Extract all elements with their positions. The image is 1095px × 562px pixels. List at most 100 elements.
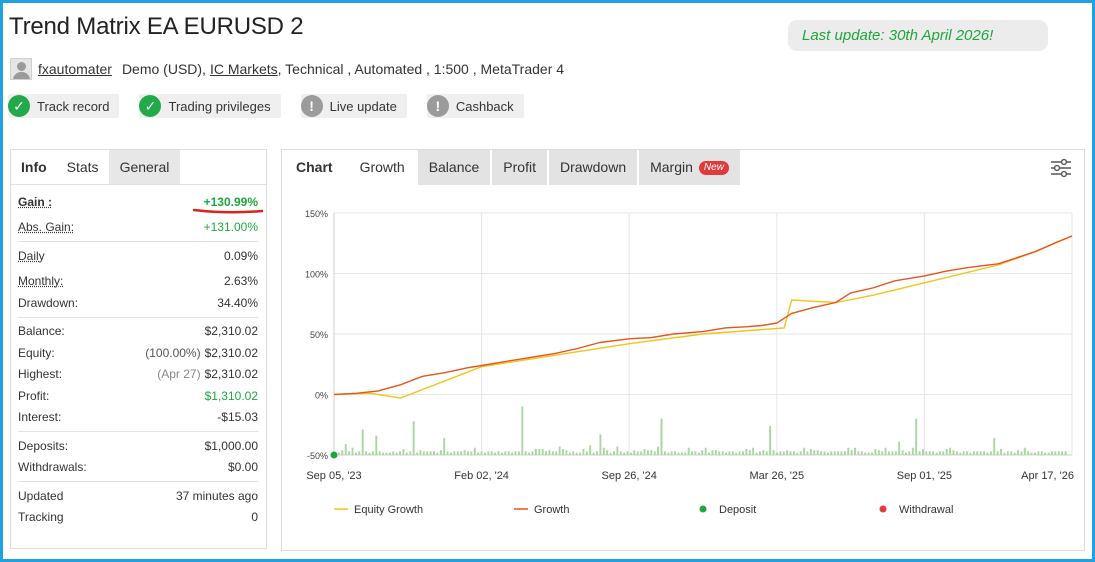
deposit-marker: [330, 451, 338, 459]
profit-bar: [809, 448, 812, 455]
profit-bar: [507, 451, 510, 455]
x-tick-label: Sep 26, '24: [602, 470, 657, 482]
legend-withdrawal-swatch: [879, 505, 887, 513]
profit-bar: [361, 429, 364, 455]
profit-bar: [633, 450, 636, 455]
tab-stats[interactable]: Stats: [56, 150, 109, 184]
broker-link[interactable]: IC Markets: [209, 61, 278, 77]
tab-drawdown[interactable]: Drawdown: [548, 150, 638, 185]
profit-bar: [772, 450, 775, 455]
profit-bar: [484, 452, 486, 455]
profit-bar: [453, 451, 456, 455]
profit-bar: [969, 452, 972, 455]
equity-growth-line: [333, 235, 1073, 399]
profit-bar: [1013, 452, 1016, 455]
profit-bar: [1044, 452, 1047, 455]
profit-bar: [959, 452, 962, 455]
profit-bar: [782, 451, 785, 455]
profit-bar: [463, 450, 466, 455]
profit-bar: [728, 451, 731, 455]
author-link[interactable]: fxautomater: [38, 61, 112, 77]
profit-bar: [613, 451, 615, 455]
profit-bar: [718, 451, 721, 455]
badge-label: Track record: [37, 98, 110, 114]
tab-margin-label: Margin: [650, 159, 693, 175]
badge-trading-privileges[interactable]: ✓ Trading privileges: [139, 94, 281, 118]
tab-info[interactable]: Info: [21, 159, 47, 175]
stat-equity: Equity: (100.00%) $2,310.02: [18, 345, 258, 360]
profit-bar: [623, 452, 626, 455]
tab-profit[interactable]: Profit: [492, 150, 547, 185]
tab-margin[interactable]: Margin New: [639, 150, 740, 185]
profit-bar: [952, 450, 955, 455]
profit-bar: [949, 447, 952, 455]
stat-deposits: Deposits: $1,000.00: [18, 438, 258, 453]
profit-bar: [473, 447, 476, 455]
profit-bar: [456, 451, 459, 455]
profit-bar: [630, 452, 632, 455]
profit-bar: [813, 450, 816, 455]
profit-bar: [1020, 451, 1023, 455]
profit-bar: [755, 452, 758, 455]
profit-bar: [365, 451, 368, 455]
profit-bar: [993, 438, 996, 455]
profit-bar: [555, 451, 558, 455]
legend-growth-label: Growth: [534, 504, 569, 516]
profit-bar: [1051, 451, 1053, 455]
profit-bar: [932, 451, 935, 455]
profit-bar: [725, 452, 727, 455]
legend-deposit-label: Deposit: [719, 504, 756, 516]
profit-bar: [687, 447, 690, 455]
profit-bar: [986, 452, 989, 455]
profit-bar: [490, 451, 493, 455]
profit-bar: [450, 452, 452, 455]
chart-panel: Chart Growth Balance Profit Drawdown Mar…: [281, 149, 1085, 551]
profit-bar: [735, 452, 738, 455]
profit-bar: [562, 448, 564, 455]
stat-daily: Daily 0.09%: [18, 248, 258, 263]
profit-bar: [426, 451, 429, 455]
tab-chart[interactable]: Chart: [296, 159, 333, 175]
last-update-banner: Last update: 30th April 2026!: [788, 20, 1048, 51]
account-type: Demo (USD),: [121, 61, 206, 77]
profit-bar: [1047, 452, 1050, 455]
tab-general[interactable]: General: [108, 150, 181, 184]
profit-bar: [494, 452, 497, 455]
profit-bar: [348, 451, 351, 455]
profit-bar: [375, 435, 378, 455]
tab-balance[interactable]: Balance: [417, 150, 491, 185]
profit-bar: [409, 451, 412, 455]
profit-bar: [497, 451, 500, 455]
profit-bar: [382, 452, 385, 455]
badge-cashback[interactable]: ! Cashback: [426, 94, 524, 118]
profit-bar: [762, 450, 765, 455]
badge-label: Cashback: [455, 98, 514, 114]
profit-bar: [928, 451, 931, 455]
profit-bar: [528, 452, 531, 455]
profit-bar: [371, 451, 374, 455]
check-icon: ✓: [139, 95, 162, 117]
profit-bar: [935, 452, 938, 455]
x-tick-label: Sep 05, '23: [306, 470, 361, 482]
profit-bar: [864, 452, 867, 455]
profit-bar: [670, 451, 673, 455]
stats-panel: Info Stats General Gain : +130.99% Abs. …: [10, 149, 267, 549]
stats-tabs: Info Stats General: [11, 150, 266, 185]
badge-live-update[interactable]: ! Live update: [300, 94, 407, 118]
stat-interest: Interest: -$15.03: [18, 410, 258, 425]
badge-track-record[interactable]: ✓ Track record: [8, 94, 120, 118]
profit-bar: [850, 450, 853, 455]
profit-bar: [721, 451, 724, 455]
profit-bar: [884, 447, 887, 455]
profit-bar: [534, 448, 537, 455]
exclamation-icon: !: [426, 95, 449, 117]
stat-profit: Profit: $1,310.02: [18, 388, 258, 403]
profit-bar: [626, 451, 629, 455]
profit-bar: [711, 450, 714, 455]
tab-growth[interactable]: Growth: [359, 159, 405, 175]
profit-bar: [925, 451, 928, 455]
profit-bar: [579, 452, 581, 455]
profit-bar: [742, 451, 744, 455]
settings-sliders-icon[interactable]: [1050, 158, 1072, 178]
profit-bar: [796, 452, 799, 455]
